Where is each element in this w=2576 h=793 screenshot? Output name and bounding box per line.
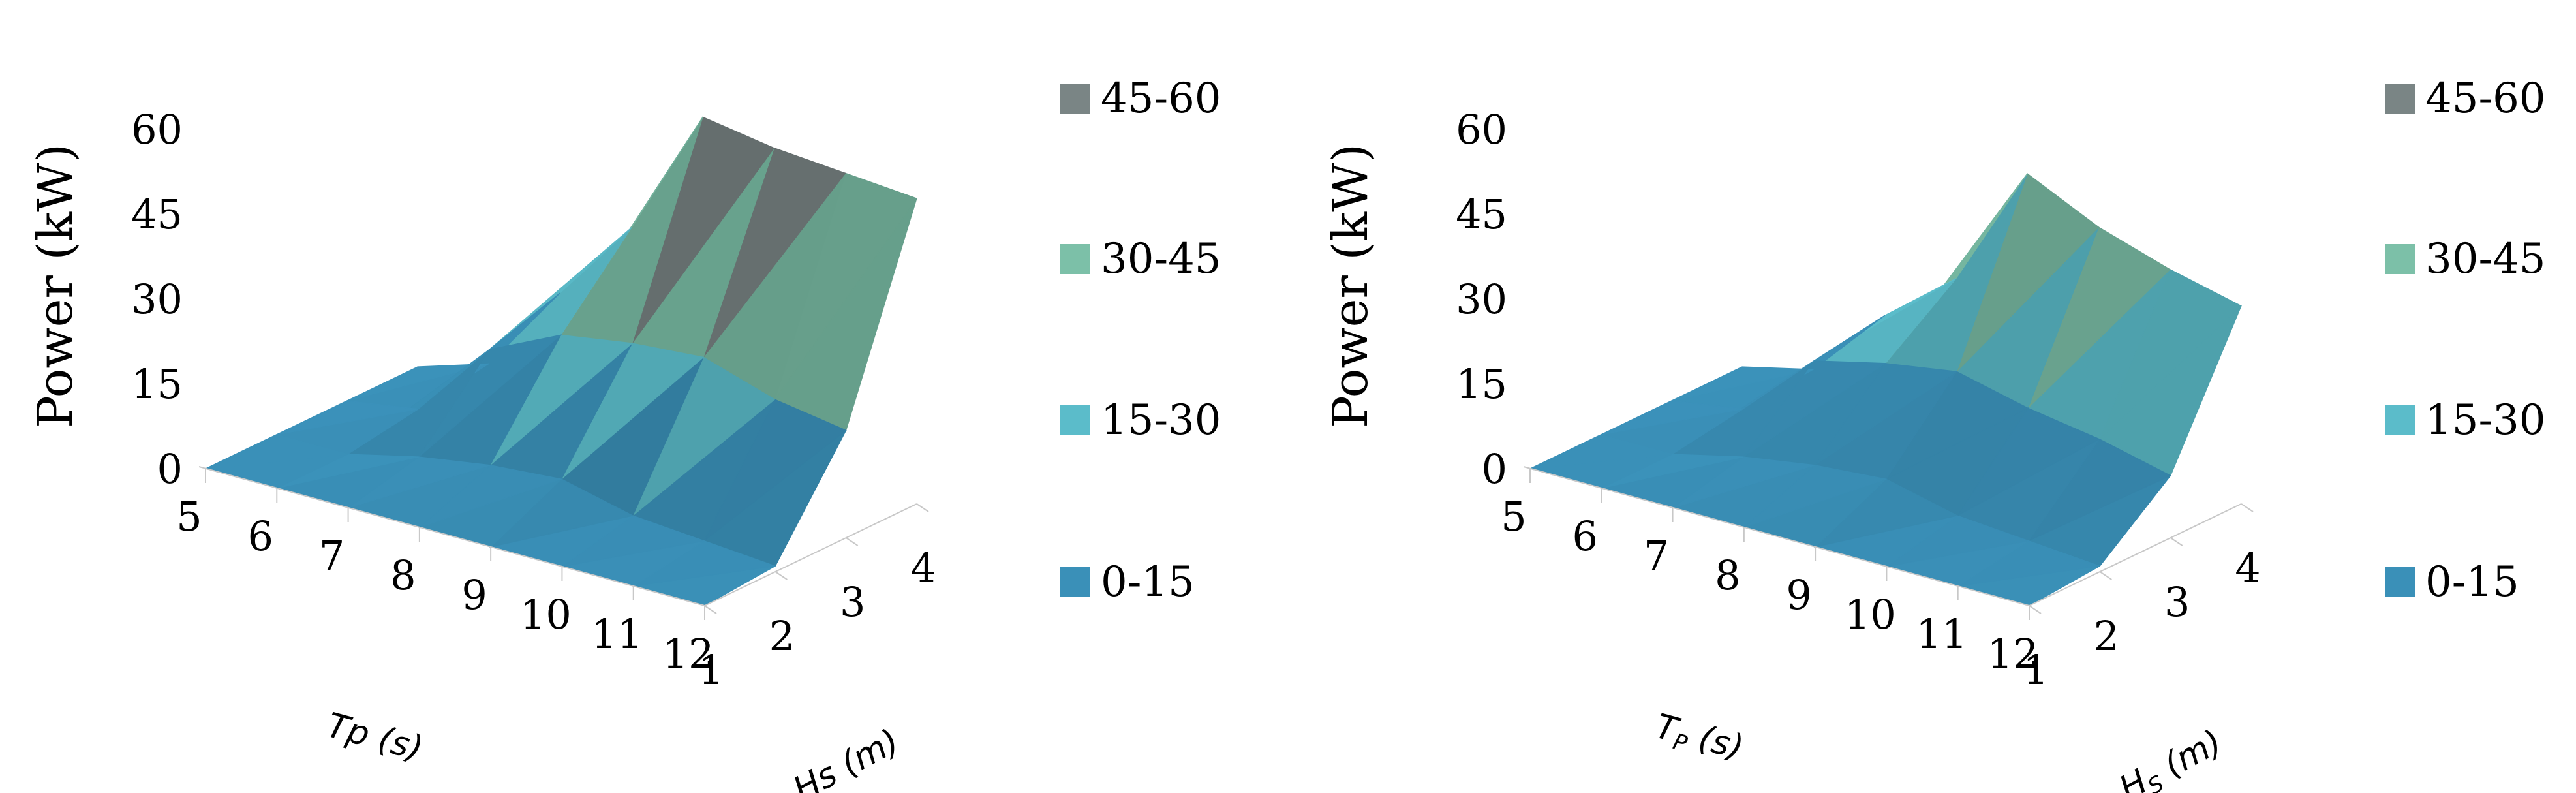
surface [205,116,917,606]
x-tick-label: 6 [248,512,273,560]
z-tick-label: 60 [1456,106,1507,153]
y-tick-label: 3 [840,578,865,626]
y-tick-label: 1 [2023,646,2048,694]
x-axis-line [198,466,705,606]
y-tick-label: 2 [769,612,795,660]
surface-facet [1529,434,1672,469]
y-tick-label: 4 [2235,544,2260,592]
surface-facet [346,363,489,401]
x-tick-label: 11 [591,610,643,658]
x-tick-label: 8 [390,552,416,599]
y-axis-line [2029,503,2242,606]
x-tick-label: 11 [1916,610,1967,658]
legend-label: 30-45 [2425,235,2546,283]
y-tick-label: 2 [2094,612,2119,660]
x-tick-label: 10 [520,591,572,638]
x-title-unit: (s) [1684,715,1747,768]
surface-facet [1601,400,1743,435]
x-axis-title: Tp (s) [323,706,427,769]
y-tick-mark [2029,605,2042,614]
legend-swatch [2385,567,2415,597]
y-axis-label: Power (kW) [27,144,84,428]
z-tick-label: 30 [131,275,183,323]
x-tick-label: 8 [1715,552,1740,599]
x-tick-label: 5 [1501,493,1526,540]
y-axis-title: HS (m) [2113,723,2231,793]
y-tick-mark [846,537,859,546]
surface [1529,173,2243,606]
legend-swatch [1060,405,1090,435]
legend: 45-60 30-45 15-30 0-15 [1060,74,1221,606]
x-tick-label: 9 [461,571,487,619]
legend-label: 45-60 [2425,74,2546,123]
x-tick-label: 9 [1786,571,1811,619]
z-tick-label: 60 [131,106,183,153]
y-tick-mark [774,571,788,580]
y-tick-mark [704,605,717,614]
legend: 45-60 30-45 15-30 0-15 [2385,74,2546,606]
x-tick-label: 6 [1572,512,1598,560]
legend-label: 0-15 [2425,558,2519,606]
z-tick-label: 15 [1456,360,1507,408]
axes [1523,466,2254,620]
z-tick-label: 45 [1456,191,1507,238]
y-tick-mark [2241,503,2254,512]
y-tick-label: 1 [698,646,724,694]
y-tick-mark [2170,537,2183,546]
y-axis-title: Hs (m) [787,722,906,793]
y-axis-line [704,503,917,606]
legend-label: 15-30 [2425,396,2546,444]
axes [198,466,929,620]
surface-facet [276,400,419,435]
y-tick-mark [2099,571,2112,580]
x-tick-label: 7 [1644,532,1669,580]
z-tick-label: 30 [1456,275,1507,323]
x-tick-label: 10 [1845,591,1896,638]
legend-swatch [2385,244,2415,274]
z-tick-label: 45 [131,191,183,238]
x-axis-title: TP (s) [1650,707,1747,771]
z-tick-label: 0 [157,445,183,493]
legend-label: 15-30 [1101,396,1221,444]
y-tick-label: 3 [2164,578,2190,626]
legend-label: 45-60 [1101,74,1221,123]
y-axis-label: Power (kW) [1323,144,1379,428]
legend-swatch [2385,405,2415,435]
legend-swatch [2385,84,2415,114]
y-tick-mark [916,503,929,512]
y-tick-label: 4 [910,544,936,592]
legend-label: 0-15 [1101,558,1195,606]
x-axis-line [1523,466,2030,606]
legend-swatch [1060,244,1090,274]
surface-facet [205,434,348,469]
x-tick-label: 12 [1987,630,2039,677]
x-tick-label: 5 [176,493,202,540]
legend-swatch [1060,84,1090,114]
legend-label: 30-45 [1101,235,1221,283]
z-tick-label: 15 [131,360,183,408]
x-tick-label: 12 [663,630,714,677]
x-tick-label: 7 [319,532,345,580]
surface-facet [1671,366,1814,401]
legend-swatch [1060,567,1090,597]
z-tick-label: 0 [1482,445,1507,493]
